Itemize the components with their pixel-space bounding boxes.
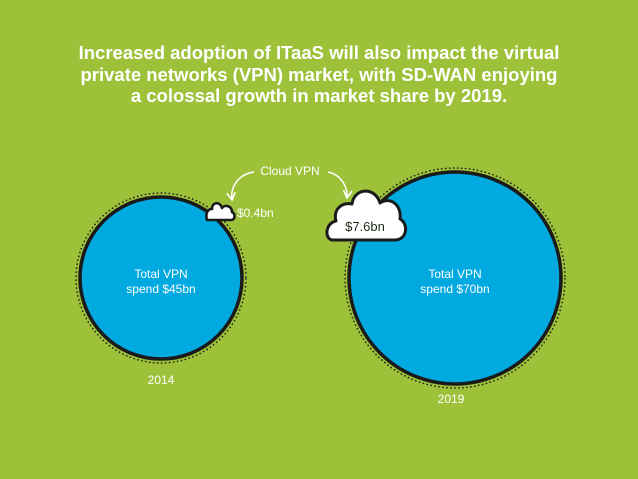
- headline-line-3: a colossal growth in market share by 201…: [130, 85, 508, 106]
- circle-2014: Total VPN spend $45bn 2014: [75, 192, 247, 387]
- circle-2014-dotted-ring: [75, 192, 247, 364]
- cloud-value-2019: $7.6bn: [345, 219, 385, 234]
- circle-2019-dotted-ring: [344, 167, 566, 389]
- circle-2014-total-label-1: Total VPN: [134, 267, 187, 281]
- headline-line-1: Increased adoption of ITaaS will also im…: [78, 42, 560, 63]
- year-label-2019: 2019: [438, 392, 465, 406]
- headline-line-2: private networks (VPN) market, with SD-W…: [80, 63, 558, 85]
- year-label-2014: 2014: [148, 373, 175, 387]
- circle-2014-body: [78, 195, 244, 361]
- small-cloud-icon: [205, 201, 236, 222]
- arrow-to-small-cloud: [226, 171, 255, 202]
- cloud-value-2014: $0.4bn: [237, 206, 274, 220]
- circle-2019-total-label-2: spend $70bn: [420, 282, 489, 296]
- headline: Increased adoption of ITaaS will also im…: [60, 42, 578, 107]
- arrow-to-large-cloud: [327, 171, 353, 200]
- cloud-vpn-label: Cloud VPN: [260, 164, 319, 178]
- large-cloud-icon: [325, 189, 408, 242]
- circle-2014-total-label-2: spend $45bn: [126, 282, 195, 296]
- circle-2019-total-label-1: Total VPN: [428, 267, 481, 281]
